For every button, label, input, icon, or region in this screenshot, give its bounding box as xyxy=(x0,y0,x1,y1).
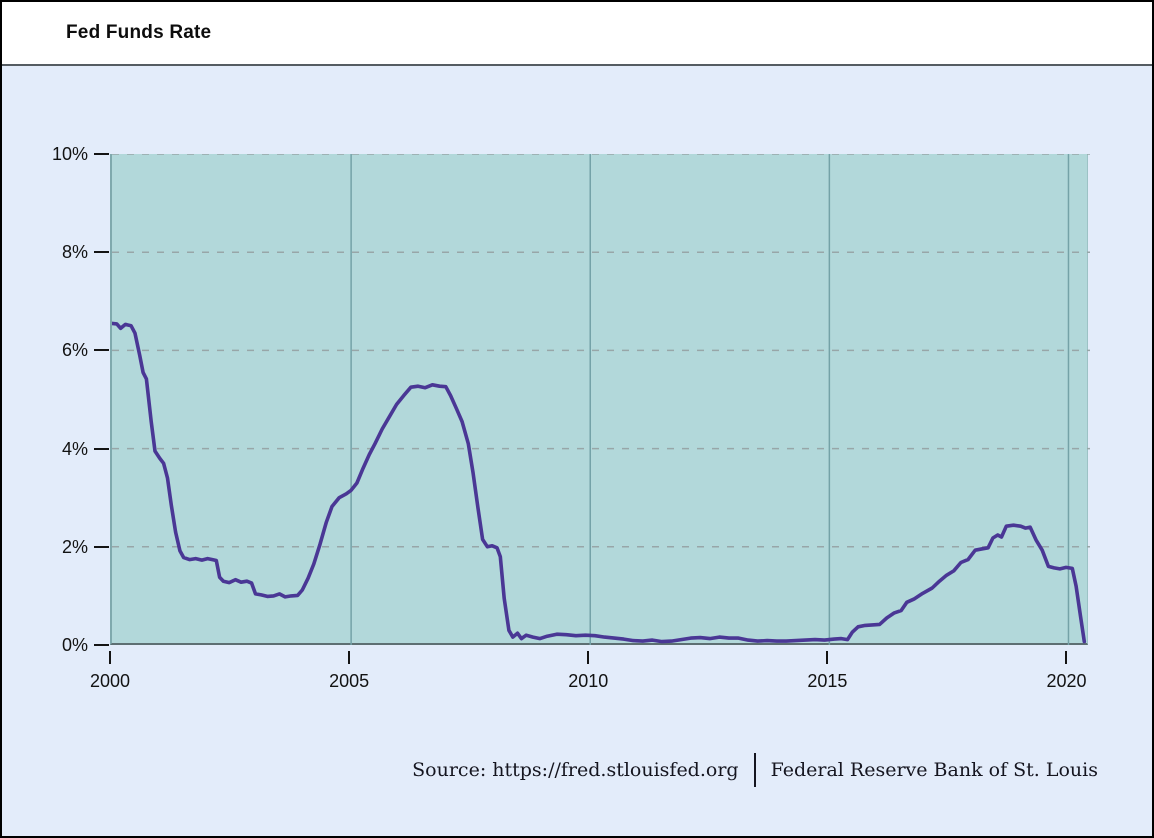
y-axis-tick xyxy=(94,349,109,352)
y-axis-label: 2% xyxy=(61,536,88,557)
source-line: Source: https://fred.stlouisfed.org Fede… xyxy=(412,753,1098,787)
line-chart-svg xyxy=(112,154,1090,645)
y-axis-tick xyxy=(94,447,109,450)
y-axis-tick xyxy=(94,644,109,646)
y-axis-label: 8% xyxy=(61,242,88,263)
x-axis-tick xyxy=(826,651,829,664)
y-axis-tick xyxy=(94,545,109,548)
plot-area xyxy=(110,154,1090,645)
x-axis-label: 2010 xyxy=(568,671,609,691)
y-axis-tick xyxy=(94,153,109,155)
x-axis-tick xyxy=(348,651,351,664)
y-axis-tick xyxy=(94,251,109,254)
y-axis-label: 6% xyxy=(61,340,88,361)
chart-header: Fed Funds Rate xyxy=(2,2,1152,66)
chart-area: Source: https://fred.stlouisfed.org Fede… xyxy=(2,66,1152,836)
y-axis-label: 4% xyxy=(61,438,88,459)
attribution-text: Federal Reserve Bank of St. Louis xyxy=(770,759,1098,781)
rate-line xyxy=(112,321,1087,644)
x-axis-label: 2005 xyxy=(329,671,370,691)
separator-bar xyxy=(753,753,756,787)
chart-title: Fed Funds Rate xyxy=(66,22,212,43)
x-axis-label: 2000 xyxy=(89,671,131,691)
x-axis-tick xyxy=(109,651,111,664)
x-axis-label: 2020 xyxy=(1046,671,1087,691)
y-axis-label: 10% xyxy=(51,144,88,164)
x-axis-label: 2015 xyxy=(807,671,848,691)
x-axis-tick xyxy=(1065,651,1068,664)
source-url-text: Source: https://fred.stlouisfed.org xyxy=(412,759,739,781)
x-axis-tick xyxy=(587,651,590,664)
y-axis-label: 0% xyxy=(61,635,88,655)
